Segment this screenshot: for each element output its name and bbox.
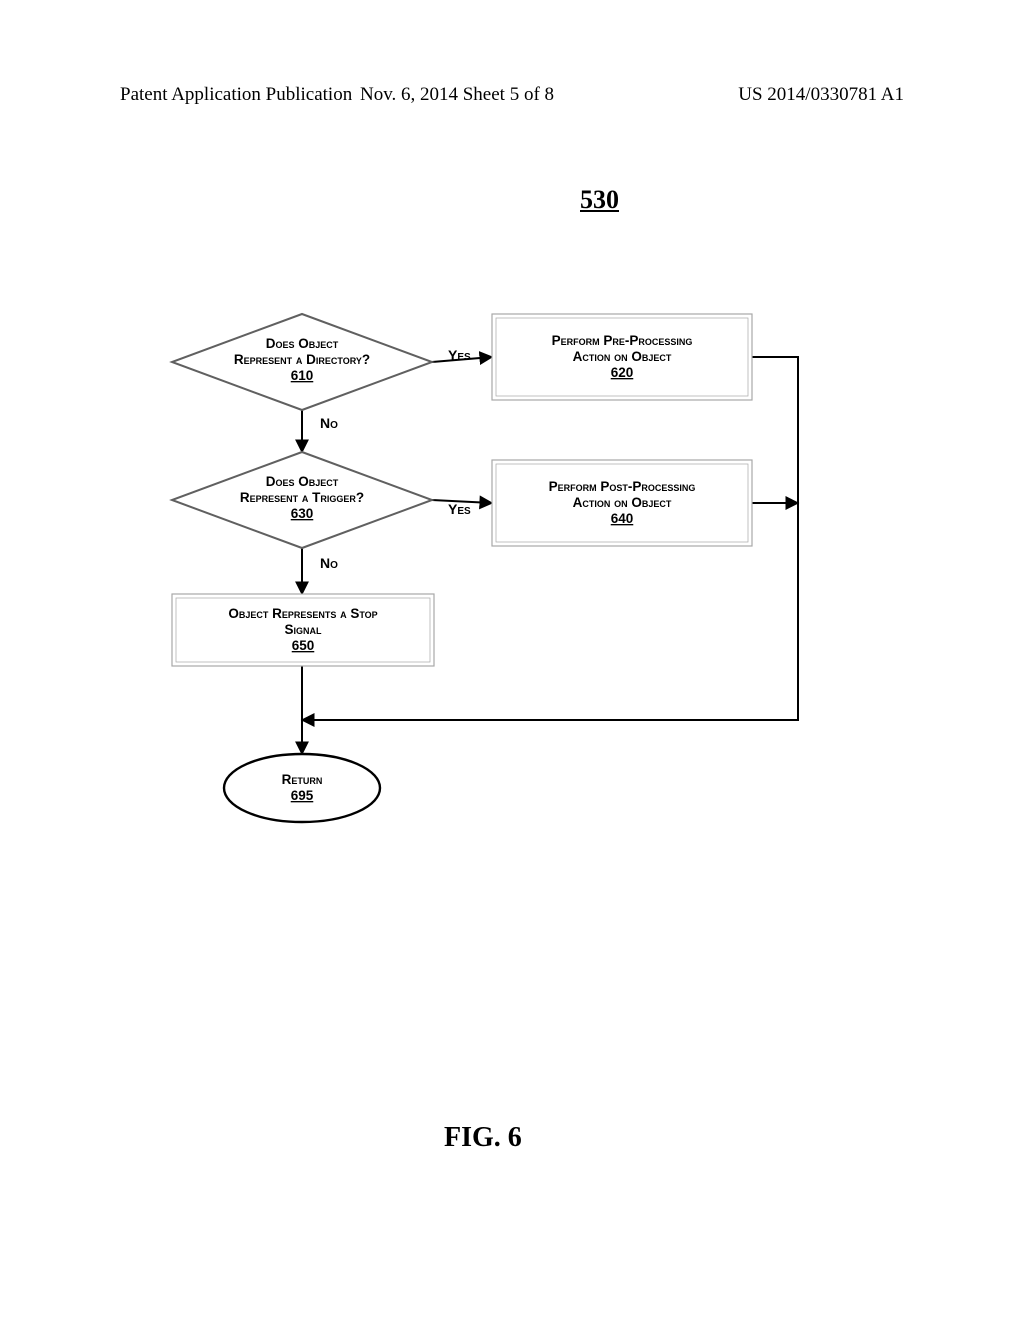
node-p1: Perform Pre-ProcessingAction on Object62…: [492, 314, 752, 400]
flowchart: Does ObjectRepresent a Directory?610 Perf…: [130, 300, 890, 860]
flow-nodes: Does ObjectRepresent a Directory?610 Perf…: [172, 314, 752, 822]
header-center: Nov. 6, 2014 Sheet 5 of 8: [360, 84, 554, 106]
figure-number: 530: [580, 185, 619, 215]
node-ret: Return695: [224, 754, 380, 822]
flow-edges: [302, 357, 798, 754]
edge-label-e-d2-no: No: [320, 555, 338, 571]
node-p2: Perform Post-ProcessingAction on Object6…: [492, 460, 752, 546]
header-right: US 2014/0330781 A1: [738, 84, 904, 106]
node-d2: Does ObjectRepresent a Trigger?630: [172, 452, 432, 548]
edge-label-e-d2-yes: Yes: [448, 501, 471, 517]
edge-label-e-d1-no: No: [320, 415, 338, 431]
edge-label-e-d1-yes: Yes: [448, 347, 471, 363]
page-header: Patent Application Publication Nov. 6, 2…: [0, 84, 1024, 106]
figure-caption: FIG. 6: [444, 1122, 522, 1154]
node-d1: Does ObjectRepresent a Directory?610: [172, 314, 432, 410]
header-left: Patent Application Publication: [120, 84, 352, 106]
node-p3: Object Represents a StopSignal650: [172, 594, 434, 666]
flowchart-svg: Does ObjectRepresent a Directory?610 Perf…: [130, 300, 890, 860]
